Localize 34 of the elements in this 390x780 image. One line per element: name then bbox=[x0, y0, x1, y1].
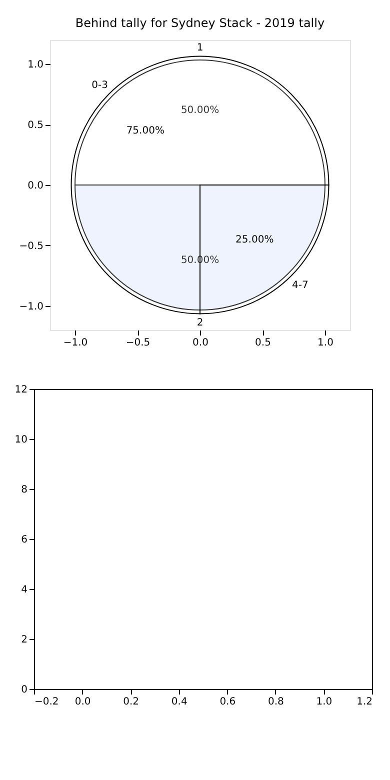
y-tick-label: −1.0 bbox=[19, 301, 44, 312]
data-label: 50.00% bbox=[180, 105, 220, 116]
x-tick-label: 0.6 bbox=[220, 696, 236, 708]
y-tick-label: 0 bbox=[21, 684, 28, 696]
x-tick-label: 0.4 bbox=[171, 696, 188, 708]
slice-label: 1 bbox=[196, 42, 204, 54]
data-label: 75.00% bbox=[126, 125, 164, 136]
y-tick-label: 4 bbox=[21, 584, 28, 596]
y-tick-label: 10 bbox=[14, 434, 28, 446]
x-tick-label: −1.0 bbox=[63, 338, 88, 348]
x-tick-label: 1.2 bbox=[356, 696, 372, 708]
y-tick-label: 1.0 bbox=[28, 60, 44, 71]
x-tick-label: −0.2 bbox=[34, 696, 59, 708]
x-tick-label: 0.2 bbox=[123, 696, 140, 708]
x-tick-label: 0.8 bbox=[268, 696, 284, 708]
y-tick-label: 8 bbox=[21, 484, 28, 496]
data-label: 25.00% bbox=[236, 234, 274, 246]
x-tick-label: −0.5 bbox=[126, 338, 150, 348]
y-tick-label: 0.0 bbox=[28, 180, 44, 192]
y-tick-label: 12 bbox=[14, 384, 28, 396]
chart-title: Behind tally for Sydney Stack - 2019 tally bbox=[75, 16, 325, 30]
x-tick-label: 1.0 bbox=[316, 696, 332, 708]
y-tick-label: −0.5 bbox=[19, 240, 44, 252]
y-tick-label: 0.5 bbox=[28, 120, 44, 132]
x-tick-label: 0.5 bbox=[255, 338, 271, 348]
y-tick-label: 2 bbox=[21, 634, 28, 646]
pie-slice bbox=[70, 56, 330, 314]
slice-label: 2 bbox=[196, 318, 204, 328]
y-tick-label: 6 bbox=[21, 534, 28, 546]
x-tick-label: 1.0 bbox=[318, 338, 334, 348]
slice-label: 4-7 bbox=[292, 280, 308, 292]
x-tick-label: 0.0 bbox=[192, 338, 208, 348]
slice-label: 0-3 bbox=[92, 80, 108, 91]
x-tick-label: 0.0 bbox=[74, 696, 91, 708]
